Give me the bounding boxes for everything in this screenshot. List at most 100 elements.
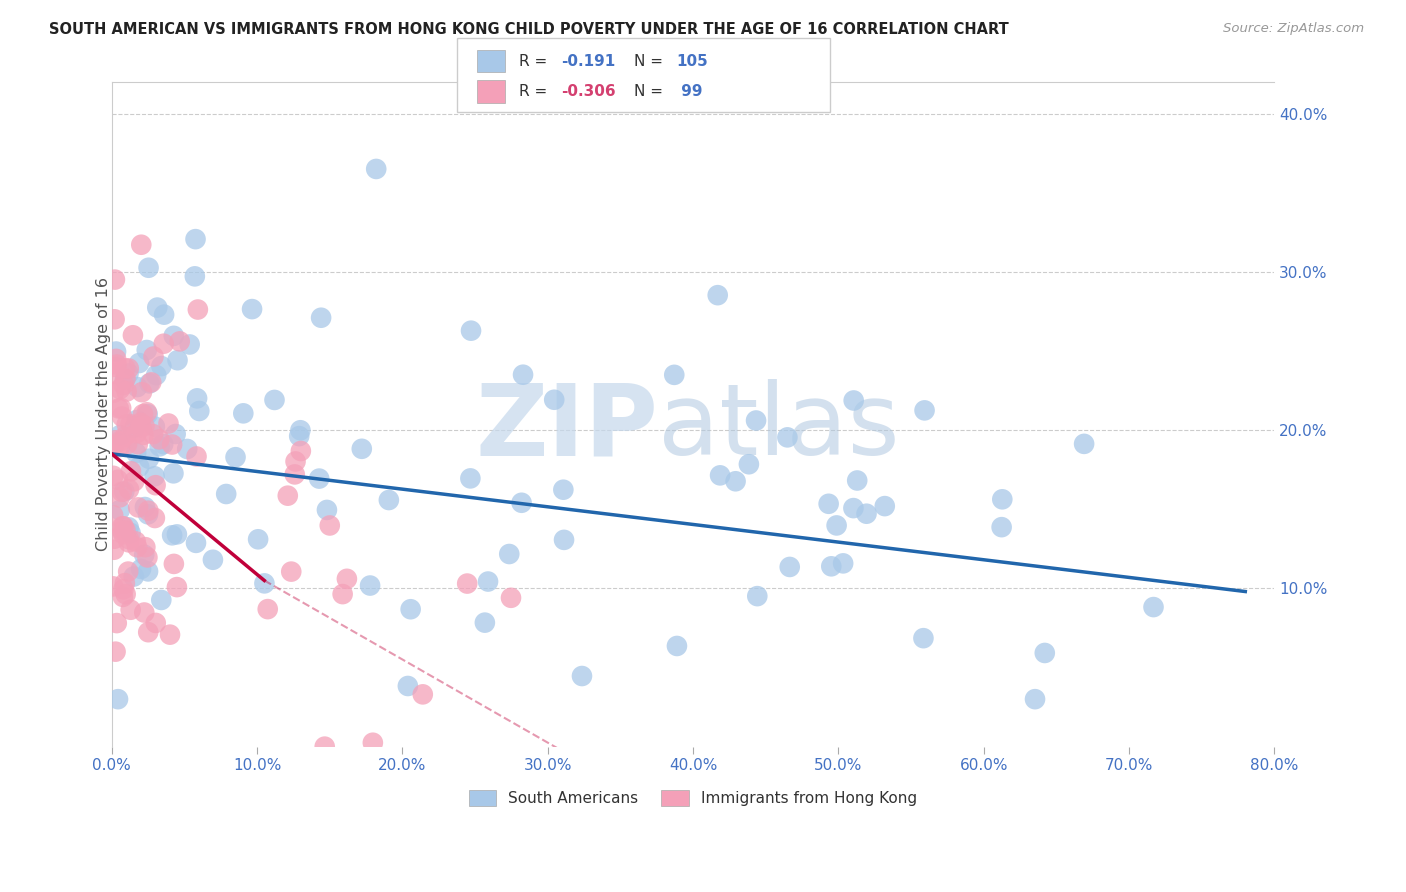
Point [118,535,141,549]
Point [314,739,336,754]
Point [460,471,482,485]
Point [108,434,131,449]
Point [166,527,188,541]
Text: R =: R = [519,54,553,69]
Point [112,527,135,541]
Point [127,541,149,555]
Point [747,589,769,603]
Point [146,301,169,315]
Point [201,553,224,567]
Point [122,475,145,489]
Point [366,161,388,176]
Text: atlas: atlas [658,379,900,476]
Point [263,392,285,407]
Point [359,578,381,592]
Point [288,429,311,443]
Point [665,639,688,653]
Point [101,508,124,523]
Point [136,565,159,579]
Point [186,392,208,406]
Point [115,437,138,451]
Point [169,334,191,349]
Point [512,368,534,382]
Point [118,532,141,546]
Point [107,401,129,416]
Point [153,308,176,322]
Point [873,499,896,513]
Point [571,669,593,683]
Point [145,478,167,492]
Point [124,420,146,434]
Point [112,377,135,392]
Point [132,407,155,421]
Point [104,312,127,326]
Point [184,269,207,284]
Point [120,464,142,478]
Point [152,336,174,351]
Point [110,401,132,416]
Point [135,405,157,419]
Point [108,503,131,517]
Point [103,438,125,452]
Text: SOUTH AMERICAN VS IMMIGRANTS FROM HONG KONG CHILD POVERTY UNDER THE AGE OF 16 CO: SOUTH AMERICAN VS IMMIGRANTS FROM HONG K… [49,22,1010,37]
Point [114,371,136,385]
Point [111,590,134,604]
Point [510,496,533,510]
Point [120,417,142,432]
Point [256,602,278,616]
Point [543,392,565,407]
Point [706,288,728,302]
Point [125,426,148,441]
Point [142,427,165,442]
Point [114,429,136,443]
Point [290,423,312,437]
Point [412,687,434,701]
Point [118,483,141,497]
Point [128,459,150,474]
Point [114,361,136,376]
Point [378,493,401,508]
Point [105,351,128,366]
Point [187,302,209,317]
Point [103,542,125,557]
Point [188,404,211,418]
Point [779,560,801,574]
Point [108,440,131,454]
Point [846,474,869,488]
Point [143,419,166,434]
Point [107,692,129,706]
Point [117,367,139,381]
Point [166,580,188,594]
Point [111,524,134,538]
Point [104,272,127,286]
Point [120,525,142,540]
Point [290,444,312,458]
Point [115,384,138,399]
Point [399,602,422,616]
Point [120,603,142,617]
Point [253,576,276,591]
Point [104,359,127,374]
Point [105,344,128,359]
Point [125,413,148,427]
Point [396,679,419,693]
Point [138,451,160,466]
Point [112,582,135,597]
Point [709,468,731,483]
Point [142,350,165,364]
Point [176,442,198,456]
Point [184,536,207,550]
Point [134,548,156,562]
Point [104,434,127,448]
Point [277,489,299,503]
Text: -0.191: -0.191 [561,54,616,69]
Point [114,524,136,538]
Point [160,437,183,451]
Point [103,532,125,546]
Point [738,457,761,471]
Point [776,430,799,444]
Point [240,302,263,317]
Point [114,372,136,386]
Point [912,631,935,645]
Point [232,406,254,420]
